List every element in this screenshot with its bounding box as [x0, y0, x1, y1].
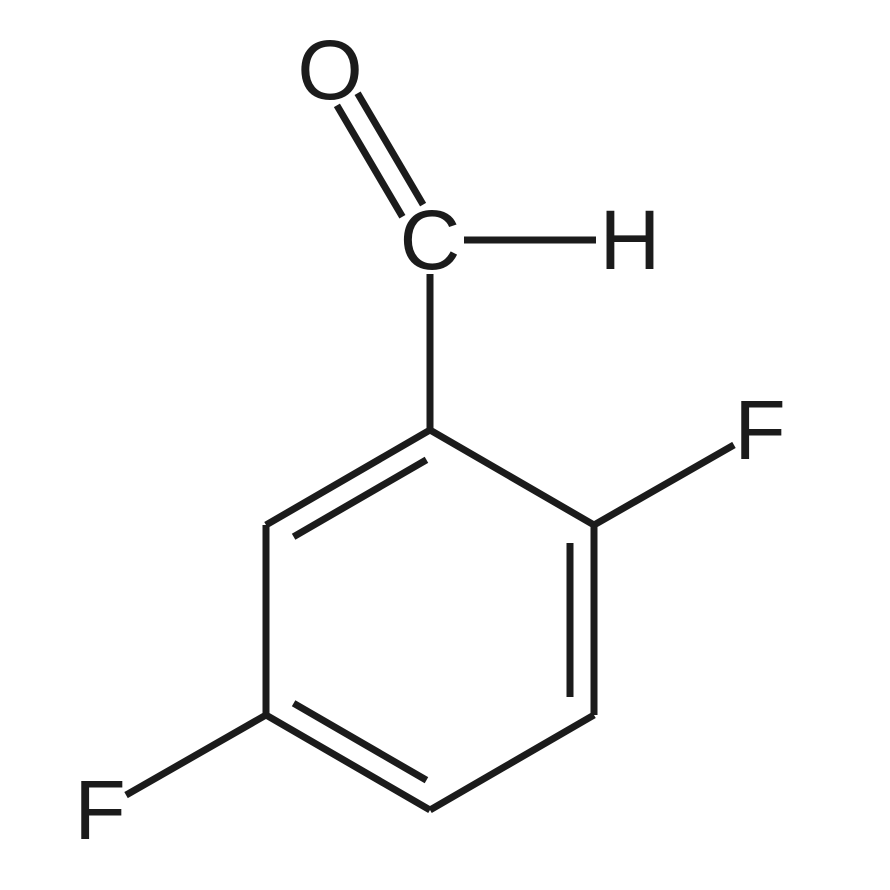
atom-label-o: O: [297, 23, 362, 117]
atom-label-f: F: [74, 763, 125, 857]
atom-label-c: C: [400, 193, 461, 287]
bond: [430, 430, 594, 525]
bond: [266, 430, 430, 525]
atom-label-h: H: [600, 193, 661, 287]
bond: [266, 715, 430, 810]
chemical-structure-diagram: OC H F F: [0, 0, 890, 890]
atom-label-f: F: [734, 383, 785, 477]
bond: [126, 715, 266, 795]
bond: [594, 445, 734, 525]
bond: [430, 715, 594, 810]
bond: [358, 93, 424, 204]
bond: [337, 105, 403, 216]
